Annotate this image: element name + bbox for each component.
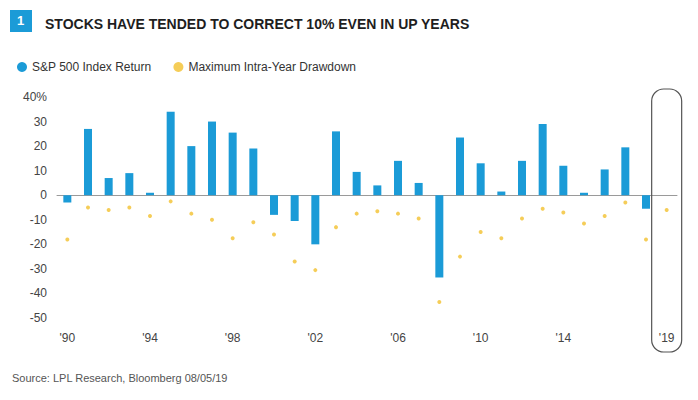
svg-text:30: 30 [34, 115, 48, 129]
svg-text:STOCKS HAVE TENDED TO CORRECT: STOCKS HAVE TENDED TO CORRECT 10% EVEN I… [45, 16, 469, 32]
svg-text:0: 0 [40, 188, 47, 202]
svg-text:-10: -10 [30, 213, 48, 227]
svg-text:'98: '98 [225, 331, 241, 345]
svg-text:'94: '94 [142, 331, 158, 345]
svg-text:-50: -50 [30, 311, 48, 325]
svg-text:Source: LPL Research, Bloomber: Source: LPL Research, Bloomberg 08/05/19 [12, 372, 227, 384]
svg-text:20: 20 [34, 139, 48, 153]
svg-text:-40: -40 [30, 286, 48, 300]
svg-text:S&P 500 Index Return: S&P 500 Index Return [32, 60, 151, 74]
svg-text:40%: 40% [23, 90, 47, 104]
svg-text:'90: '90 [60, 331, 76, 345]
svg-text:-20: -20 [30, 237, 48, 251]
svg-text:-30: -30 [30, 262, 48, 276]
svg-text:Maximum Intra-Year Drawdown: Maximum Intra-Year Drawdown [188, 60, 356, 74]
svg-text:'10: '10 [473, 331, 489, 345]
svg-text:10: 10 [34, 164, 48, 178]
svg-text:'19: '19 [659, 331, 675, 345]
svg-text:'02: '02 [308, 331, 324, 345]
svg-text:1: 1 [17, 13, 24, 28]
svg-text:'06: '06 [390, 331, 406, 345]
svg-text:'14: '14 [556, 331, 572, 345]
